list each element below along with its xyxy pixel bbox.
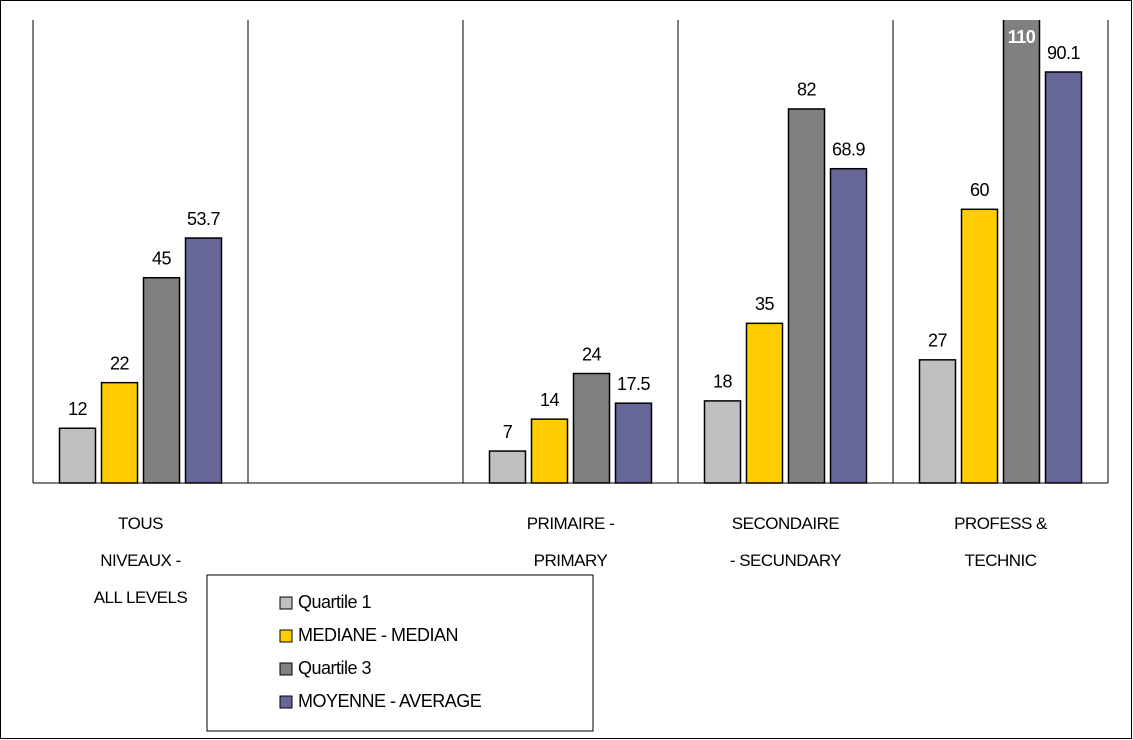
data-label: 60: [970, 180, 990, 200]
bar: [142, 276, 181, 484]
x-tick-label: PRIMAIRE - PRIMARY: [526, 514, 615, 570]
data-label: 68.9: [832, 139, 866, 159]
data-label: 22: [110, 353, 130, 373]
bar: [58, 427, 97, 484]
bar: [829, 167, 868, 484]
legend-swatch: [279, 596, 293, 610]
data-label: 12: [68, 399, 88, 419]
data-label: 7: [503, 422, 513, 442]
data-label: 27: [928, 331, 948, 351]
data-label: 82: [797, 80, 817, 100]
bar: [184, 237, 223, 484]
x-tick-label: TOUS NIVEAUX - ALL LEVELS: [93, 514, 188, 607]
data-label: 18: [713, 372, 733, 392]
legend-label: MEDIANE - MEDIAN: [298, 625, 458, 645]
bar: [1002, 20, 1041, 484]
data-label: 14: [540, 390, 560, 410]
legend-swatch: [279, 629, 293, 643]
bar: [960, 208, 999, 484]
x-tick-label: SECONDAIRE - SECUNDARY: [729, 514, 842, 570]
legend-swatch: [279, 662, 293, 676]
data-label: 45: [152, 248, 172, 268]
legend-label: Quartile 3: [298, 658, 372, 678]
data-label: 53.7: [187, 209, 221, 229]
bar: [918, 359, 957, 484]
data-label: 17.5: [617, 374, 651, 394]
legend-swatch: [279, 695, 293, 709]
bar: [787, 108, 826, 484]
data-label: 24: [582, 344, 602, 364]
bar: [572, 372, 611, 484]
x-tick-label: PROFESS & TECHNIC: [954, 514, 1047, 570]
legend-label: MOYENNE - AVERAGE: [298, 691, 482, 711]
data-label: 35: [755, 294, 775, 314]
data-label: 110: [1008, 27, 1036, 47]
bar: [745, 322, 784, 484]
plot: [58, 20, 1083, 484]
bar: [530, 418, 569, 484]
bar: [703, 400, 742, 484]
legend-box: [206, 574, 594, 732]
legend-label: Quartile 1: [298, 592, 372, 612]
bar: [614, 402, 653, 484]
bar: [1044, 71, 1083, 484]
data-label: 90.1: [1047, 43, 1081, 63]
bar: [100, 381, 139, 484]
bar: [488, 450, 527, 484]
